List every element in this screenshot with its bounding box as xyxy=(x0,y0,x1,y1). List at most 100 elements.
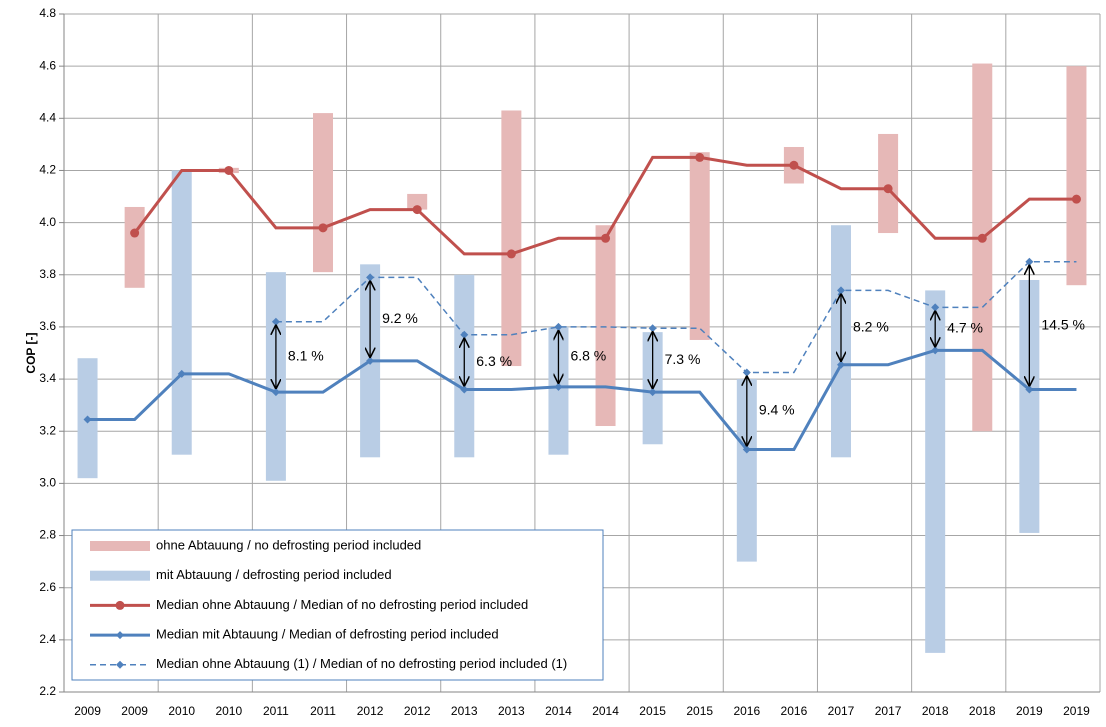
x-tick-label: 2018 xyxy=(922,704,949,718)
x-tick-label: 2019 xyxy=(1063,704,1090,718)
y-tick-label: 4.0 xyxy=(39,215,56,229)
x-tick-label: 2017 xyxy=(828,704,855,718)
y-tick-label: 2.4 xyxy=(39,632,56,646)
point xyxy=(366,356,375,365)
range-bar xyxy=(124,206,145,288)
y-tick-label: 4.6 xyxy=(39,58,56,72)
x-tick-label: 2009 xyxy=(74,704,101,718)
y-axis-label: COP [-] xyxy=(24,332,38,373)
x-tick-label: 2013 xyxy=(498,704,525,718)
legend: ohne Abtauung / no defrosting period inc… xyxy=(71,529,604,681)
point xyxy=(931,346,940,355)
y-tick-label: 4.2 xyxy=(39,163,56,177)
point xyxy=(837,360,845,369)
x-tick-label: 2016 xyxy=(733,704,760,718)
x-tick-label: 2017 xyxy=(875,704,902,718)
annotation: 14.5 % xyxy=(1041,316,1085,332)
y-tick-label: 3.6 xyxy=(39,319,56,333)
point xyxy=(271,388,280,397)
annotation: 8.2 % xyxy=(853,318,889,334)
annotation: 6.8 % xyxy=(570,348,606,364)
x-tick-label: 2011 xyxy=(310,704,336,718)
y-tick-label: 4.4 xyxy=(39,110,56,124)
legend-label: Median mit Abtauung / Median of defrosti… xyxy=(156,627,499,642)
point xyxy=(366,273,375,282)
legend-label: mit Abtauung / defrosting period include… xyxy=(156,567,392,582)
point xyxy=(177,369,186,378)
x-tick-label: 2012 xyxy=(357,704,384,718)
point xyxy=(742,368,751,377)
x-tick-label: 2014 xyxy=(545,704,572,718)
point xyxy=(554,322,563,331)
point xyxy=(224,165,234,175)
legend-swatch xyxy=(90,541,150,551)
range-bar xyxy=(1066,66,1087,286)
point xyxy=(742,445,751,454)
point xyxy=(460,330,469,339)
x-tick-label: 2015 xyxy=(686,704,713,718)
point xyxy=(412,205,422,215)
point xyxy=(554,382,563,391)
y-tick-label: 3.2 xyxy=(39,423,56,437)
point xyxy=(601,233,611,243)
x-tick-label: 2013 xyxy=(451,704,478,718)
legend-label: Median ohne Abtauung (1) / Median of no … xyxy=(156,656,567,671)
line xyxy=(275,260,1077,374)
line xyxy=(87,348,1077,451)
legend-marker xyxy=(115,600,125,610)
annotation: 6.3 % xyxy=(476,353,512,369)
range-bar xyxy=(925,290,946,653)
range-bar xyxy=(501,110,522,367)
point xyxy=(977,233,987,243)
y-tick-label: 2.8 xyxy=(39,528,56,542)
legend-swatch xyxy=(90,570,150,581)
y-tick-label: 4.8 xyxy=(39,6,56,20)
range-bar xyxy=(972,63,993,432)
x-tick-label: 2016 xyxy=(781,704,808,718)
annotation: 8.1 % xyxy=(288,348,324,364)
point xyxy=(837,286,845,295)
legend-box xyxy=(71,529,604,681)
y-tick-label: 3.0 xyxy=(39,476,56,490)
x-tick-label: 2011 xyxy=(263,704,289,718)
point xyxy=(1025,385,1034,394)
annotation: 4.7 % xyxy=(947,320,983,336)
y-tick-label: 2.6 xyxy=(39,580,56,594)
point xyxy=(271,317,280,326)
range-bar xyxy=(313,113,333,273)
x-tick-label: 2010 xyxy=(168,704,195,718)
x-tick-label: 2015 xyxy=(639,704,666,718)
annotation: 7.3 % xyxy=(665,351,701,367)
x-tick-label: 2018 xyxy=(969,704,996,718)
range-bar xyxy=(595,225,616,427)
x-tick-label: 2012 xyxy=(404,704,431,718)
x-tick-label: 2009 xyxy=(121,704,148,718)
x-tick-label: 2010 xyxy=(215,704,242,718)
point xyxy=(1025,257,1034,266)
range-bar xyxy=(407,193,428,210)
point xyxy=(130,228,140,238)
y-tick-label: 3.8 xyxy=(39,267,56,281)
annotation: 9.2 % xyxy=(382,310,418,326)
range-bar xyxy=(171,170,192,455)
range-bar xyxy=(878,133,899,234)
legend-marker xyxy=(116,660,124,669)
y-tick-label: 3.4 xyxy=(39,371,56,385)
point xyxy=(1071,194,1081,204)
point xyxy=(506,249,516,259)
point xyxy=(931,303,940,312)
point xyxy=(695,152,705,162)
legend-label: ohne Abtauung / no defrosting period inc… xyxy=(156,537,421,552)
x-tick-label: 2019 xyxy=(1016,704,1043,718)
y-tick-label: 2.2 xyxy=(39,684,56,698)
point xyxy=(648,324,657,333)
point xyxy=(83,415,92,424)
legend-label: Median ohne Abtauung / Median of no defr… xyxy=(156,597,528,612)
point xyxy=(883,184,893,194)
x-tick-label: 2014 xyxy=(592,704,619,718)
point xyxy=(460,385,469,394)
point xyxy=(318,223,328,233)
point xyxy=(648,388,657,397)
point xyxy=(789,160,799,170)
